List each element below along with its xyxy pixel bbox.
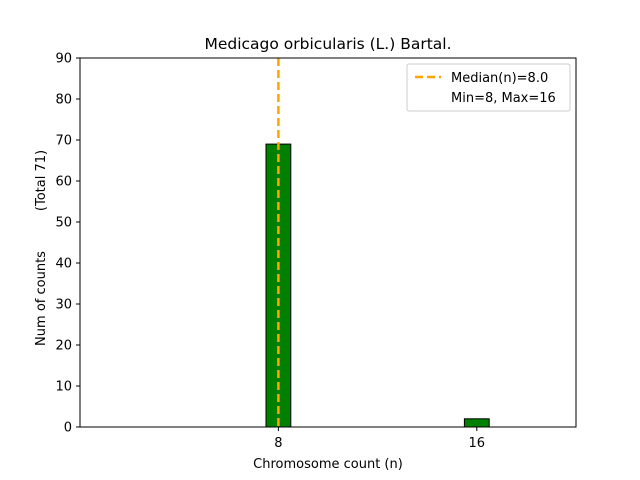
bars-layer xyxy=(265,143,490,428)
y-tick-label: 90 xyxy=(55,52,72,67)
y-tick-label: 70 xyxy=(55,134,72,149)
y-tick-label: 20 xyxy=(55,339,72,354)
bar-n16 xyxy=(463,418,490,428)
legend-box xyxy=(406,63,571,112)
y-tick-label: 60 xyxy=(55,175,72,190)
y-tick-label: 50 xyxy=(55,216,72,231)
y-tick-label: 30 xyxy=(55,298,72,313)
y-axis-label: Num of counts xyxy=(34,251,49,346)
x-axis-ticks: 8 16 xyxy=(274,427,485,451)
x-axis-label: Chromosome count (n) xyxy=(253,457,403,472)
y-tick-label: 80 xyxy=(55,93,72,108)
plot-frame xyxy=(79,57,577,428)
chart-title: Medicago orbicularis (L.) Bartal. xyxy=(204,35,451,53)
legend: Median(n)=8.0 Min=8, Max=16 xyxy=(406,63,571,112)
legend-minmax-label: Min=8, Max=16 xyxy=(451,91,556,106)
legend-median-label: Median(n)=8.0 xyxy=(451,71,548,86)
y-tick-label: 0 xyxy=(64,421,72,436)
y-tick-label: 10 xyxy=(55,380,72,395)
y-tick-label: 40 xyxy=(55,257,72,272)
x-tick-label: 8 xyxy=(274,436,282,451)
x-tick-label: 16 xyxy=(469,436,486,451)
y-axis-ticks: 0 10 20 30 40 50 60 70 80 90 xyxy=(55,52,80,436)
y-axis-total-note: (Total 71) xyxy=(34,150,49,211)
